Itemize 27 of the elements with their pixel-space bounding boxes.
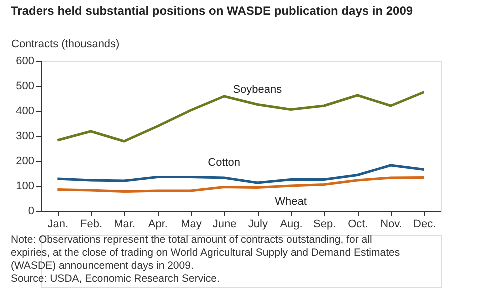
x-tick-label: Mar.: [114, 218, 136, 230]
x-tick-label: July: [248, 218, 268, 230]
text: Note: Observations represent the total amount of contracts outstanding, for all expiries, at the close of trading on World Agricultural Supply and Demand Estimates (WASDE) announcement days in 2009.: [11, 234, 400, 272]
x-tick-label: Nov.: [380, 218, 402, 230]
y-tick-label: 100: [16, 180, 34, 192]
y-tick-label: 600: [16, 56, 34, 68]
y-axis-title: Contracts (thousands): [12, 38, 120, 50]
y-tick-label: 400: [16, 106, 34, 118]
series-label: Cotton: [208, 157, 241, 169]
x-tick-label: Feb.: [80, 218, 103, 230]
series-label: Soybeans: [233, 84, 283, 96]
y-tick-label: 0: [28, 206, 34, 218]
line-series: [56, 176, 426, 193]
y-tick-label: 500: [16, 80, 34, 92]
x-tick-label: Dec.: [414, 218, 436, 230]
chart-title: Traders held substantial positions on WASDE publication days in 2009: [11, 4, 414, 18]
x-tick-label: Jan.: [48, 218, 69, 230]
y-tick-label: 200: [16, 156, 34, 168]
x-tick-label: Apr.: [148, 218, 168, 230]
x-tick-label: Aug.: [280, 218, 303, 230]
source-note: Source: USDA, Economic Research Service.: [11, 273, 220, 285]
x-tick-label: Sep.: [314, 218, 336, 230]
y-tick-label: 300: [16, 130, 34, 142]
x-tick-label: Oct.: [348, 218, 368, 230]
series-label: Wheat: [275, 196, 307, 208]
x-tick-label: May: [181, 218, 202, 230]
x-tick-label: June: [212, 218, 237, 230]
